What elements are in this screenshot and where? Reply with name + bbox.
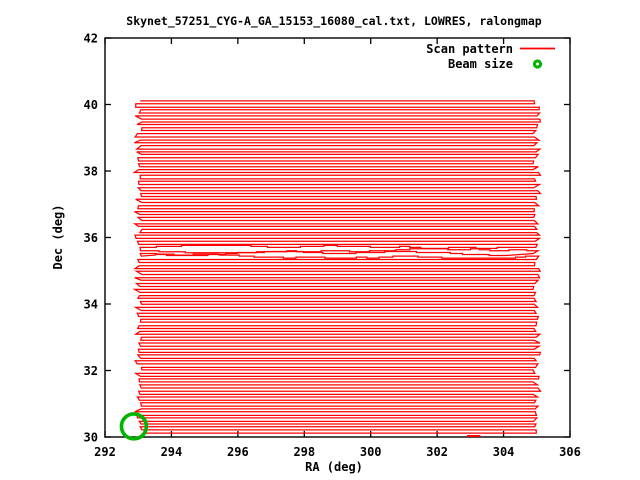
x-axis-label: RA (deg) bbox=[305, 460, 363, 474]
x-axis-ticks: 292 294 296 298 300 302 304 306 bbox=[94, 38, 581, 459]
y-axis-label: Dec (deg) bbox=[51, 204, 65, 269]
x-tick-label: 298 bbox=[293, 445, 315, 459]
y-tick-label: 42 bbox=[84, 32, 98, 46]
x-tick-label: 292 bbox=[94, 445, 116, 459]
x-tick-label: 294 bbox=[161, 445, 183, 459]
legend-beam-size-marker-hole bbox=[536, 62, 539, 66]
chart-title: Skynet_57251_CYG-A_GA_15153_16080_cal.tx… bbox=[126, 14, 541, 29]
legend-label-scan-pattern: Scan pattern bbox=[426, 42, 513, 56]
y-tick-label: 30 bbox=[84, 431, 98, 445]
beam-size-circle bbox=[119, 412, 149, 441]
plot-border bbox=[104, 37, 571, 438]
x-tick-label: 306 bbox=[559, 445, 581, 459]
y-tick-label: 36 bbox=[84, 231, 98, 245]
y-tick-label: 34 bbox=[84, 298, 98, 312]
x-tick-label: 302 bbox=[426, 445, 448, 459]
x-tick-label: 304 bbox=[493, 445, 515, 459]
legend: Scan pattern Beam size bbox=[426, 42, 555, 71]
plot-data-layer bbox=[132, 100, 542, 437]
y-axis-ticks: 30 32 34 36 38 40 42 bbox=[84, 32, 570, 445]
y-tick-label: 38 bbox=[84, 165, 98, 179]
x-tick-label: 296 bbox=[227, 445, 249, 459]
y-tick-label: 32 bbox=[84, 364, 98, 378]
legend-label-beam-size: Beam size bbox=[448, 57, 513, 71]
x-tick-label: 300 bbox=[360, 445, 382, 459]
scan-pattern-series bbox=[132, 100, 542, 434]
y-tick-label: 40 bbox=[84, 98, 98, 112]
